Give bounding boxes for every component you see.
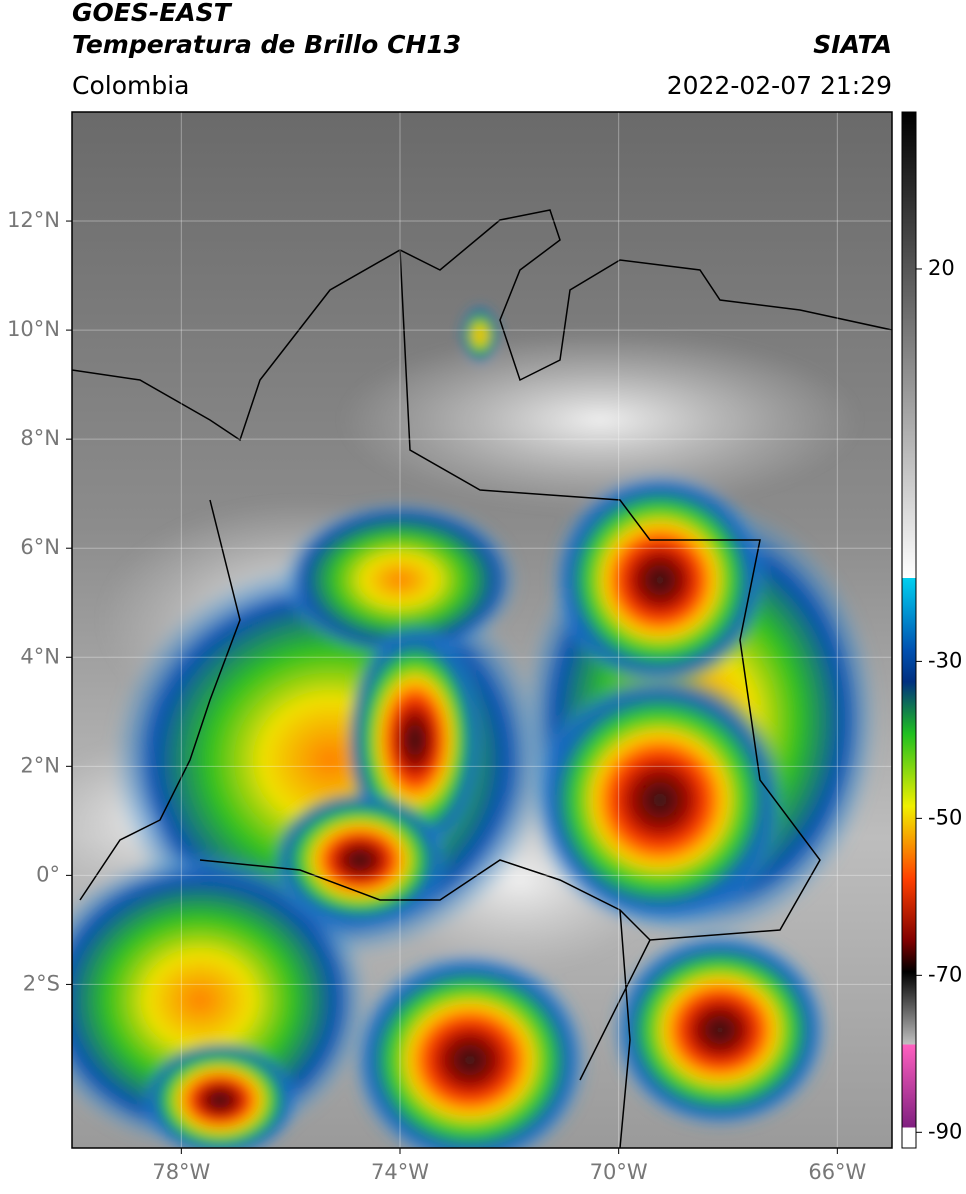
colorbar-tick-label: -90 bbox=[928, 1119, 962, 1143]
border bbox=[579, 909, 651, 1148]
lat-tick-label: 0° bbox=[36, 862, 60, 886]
imagery bbox=[72, 112, 892, 1148]
coastline bbox=[79, 499, 241, 901]
map-frame bbox=[71, 111, 893, 1149]
lat-tick-label: 4°N bbox=[20, 644, 60, 668]
lon-tick-label: 78°W bbox=[152, 1160, 210, 1184]
colorbar-tick-label: 20 bbox=[928, 256, 955, 280]
lon-tick-label: 70°W bbox=[590, 1160, 648, 1184]
lat-tick-label: 12°N bbox=[7, 208, 60, 232]
lat-tick-label: 2°S bbox=[23, 971, 60, 995]
colorbar-tick-label: -70 bbox=[928, 962, 962, 986]
lat-tick-label: 6°N bbox=[20, 535, 60, 559]
coastline bbox=[72, 209, 892, 442]
subtitle: Temperatura de Brillo CH13 bbox=[72, 30, 461, 59]
lat-tick-label: 10°N bbox=[7, 317, 60, 341]
border bbox=[199, 249, 821, 941]
colorbar bbox=[901, 111, 917, 1149]
source: SIATA bbox=[813, 30, 892, 59]
lat-tick-label: 8°N bbox=[20, 426, 60, 450]
colorbar-tick-label: -30 bbox=[928, 648, 962, 672]
region: Colombia bbox=[72, 71, 189, 100]
colorbar-tick-label: -50 bbox=[928, 805, 962, 829]
graticule bbox=[72, 112, 892, 1148]
lat-tick-label: 2°N bbox=[20, 753, 60, 777]
lon-tick-label: 66°W bbox=[808, 1160, 866, 1184]
title: GOES-EAST bbox=[72, 0, 233, 27]
datetime: 2022-02-07 21:29 bbox=[667, 71, 892, 100]
lon-tick-label: 74°W bbox=[371, 1160, 429, 1184]
